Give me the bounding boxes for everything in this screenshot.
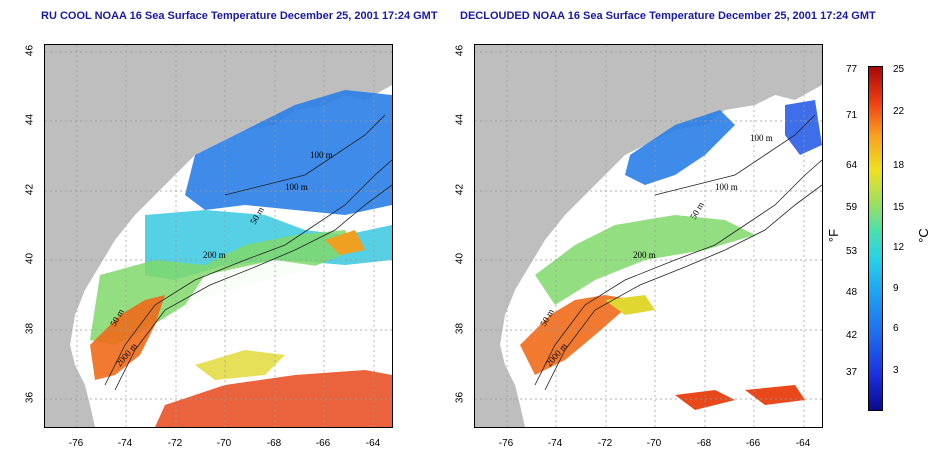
fahrenheit-unit-label: °F bbox=[826, 228, 842, 243]
colorbar-celsius-tick: 9 bbox=[893, 283, 899, 294]
y-tick-label: 36 bbox=[24, 391, 36, 404]
x-tick-label: -66 bbox=[315, 438, 331, 449]
cloud-area bbox=[165, 260, 392, 365]
x-tick-label: -74 bbox=[117, 438, 133, 449]
sst-yellow-patch bbox=[605, 295, 655, 315]
colorbar-celsius-tick: 6 bbox=[893, 323, 899, 334]
celsius-unit-label: °C bbox=[915, 228, 931, 243]
colorbar-celsius-tick: 15 bbox=[893, 202, 905, 213]
colorbar-fahrenheit-tick: 42 bbox=[846, 330, 858, 341]
colorbar-fahrenheit-tick: 77 bbox=[846, 64, 858, 75]
y-tick-label: 42 bbox=[24, 183, 36, 196]
land-mass bbox=[45, 45, 392, 427]
x-tick-label: -64 bbox=[795, 438, 811, 449]
sst-orange-patch bbox=[325, 230, 365, 255]
sst-warm-south bbox=[155, 370, 392, 427]
y-tick-label: 44 bbox=[454, 113, 466, 126]
x-tick-label: -76 bbox=[498, 438, 514, 449]
colorbar-celsius-tick: 3 bbox=[893, 365, 899, 376]
colorbar-celsius-tick: 25 bbox=[893, 64, 905, 75]
sst-cold-east bbox=[785, 100, 822, 155]
isobath-contours bbox=[534, 114, 822, 391]
land-mass bbox=[475, 45, 822, 427]
x-tick-label: -72 bbox=[167, 438, 183, 449]
left-sst-map: 100 m 100 m 50 m 200 m 50 m 2000 m bbox=[44, 44, 393, 428]
y-tick-label: 46 bbox=[24, 44, 36, 57]
contour-label-100m-b: 100 m bbox=[715, 182, 738, 192]
colorbar-fahrenheit-tick: 59 bbox=[846, 202, 858, 213]
y-tick-label: 46 bbox=[454, 44, 466, 57]
sst-yellow-patch bbox=[195, 350, 285, 380]
left-map-title: RU COOL NOAA 16 Sea Surface Temperature … bbox=[41, 10, 438, 22]
y-tick-label: 38 bbox=[454, 322, 466, 335]
x-tick-label: -66 bbox=[745, 438, 761, 449]
x-tick-label: -64 bbox=[365, 438, 381, 449]
colorbar-fahrenheit-tick: 37 bbox=[846, 367, 858, 378]
y-tick-label: 44 bbox=[24, 113, 36, 126]
y-tick-label: 36 bbox=[454, 391, 466, 404]
x-tick-label: -68 bbox=[696, 438, 712, 449]
contour-label-100m-a: 100 m bbox=[310, 150, 333, 160]
right-sst-map: 100 m 100 m 50 m 200 m 50 m 2000 m bbox=[474, 44, 823, 428]
x-tick-label: -74 bbox=[547, 438, 563, 449]
x-tick-label: -72 bbox=[597, 438, 613, 449]
contour-label-100m-a: 100 m bbox=[750, 133, 773, 143]
colorbar-celsius-tick: 12 bbox=[893, 242, 905, 253]
contour-label-200m: 200 m bbox=[203, 250, 226, 260]
temperature-colorbar bbox=[868, 66, 883, 411]
y-tick-label: 38 bbox=[24, 322, 36, 335]
y-tick-label: 42 bbox=[454, 183, 466, 196]
x-tick-label: -70 bbox=[216, 438, 232, 449]
colorbar-fahrenheit-tick: 48 bbox=[846, 287, 858, 298]
sst-warm-south-2 bbox=[745, 385, 805, 405]
x-tick-label: -68 bbox=[266, 438, 282, 449]
x-tick-label: -70 bbox=[646, 438, 662, 449]
contour-label-200m: 200 m bbox=[633, 250, 656, 260]
contour-label-100m-b: 100 m bbox=[285, 182, 308, 192]
isobath-contours bbox=[104, 114, 392, 391]
x-tick-label: -76 bbox=[68, 438, 84, 449]
colorbar-fahrenheit-tick: 53 bbox=[846, 246, 858, 257]
colorbar-fahrenheit-tick: 64 bbox=[846, 160, 858, 171]
y-tick-label: 40 bbox=[454, 252, 466, 265]
grid-lines bbox=[45, 45, 392, 427]
colorbar-celsius-tick: 22 bbox=[893, 106, 905, 117]
grid-lines bbox=[475, 45, 822, 427]
y-tick-label: 40 bbox=[24, 252, 36, 265]
right-map-title: DECLOUDED NOAA 16 Sea Surface Temperatur… bbox=[460, 10, 876, 22]
colorbar-celsius-tick: 18 bbox=[893, 160, 905, 171]
sst-cold-north bbox=[625, 110, 735, 185]
colorbar-fahrenheit-tick: 71 bbox=[846, 110, 858, 121]
